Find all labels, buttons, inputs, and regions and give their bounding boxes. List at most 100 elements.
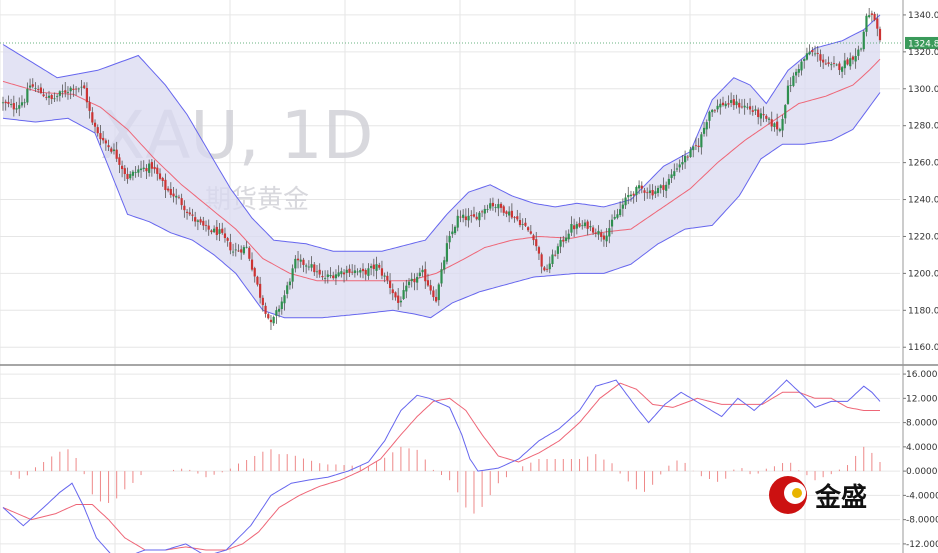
candle	[231, 243, 235, 257]
candle	[91, 107, 94, 125]
candle	[602, 232, 606, 247]
candle	[857, 45, 860, 61]
candle	[651, 184, 654, 200]
candle-body	[643, 190, 646, 193]
candle-body	[746, 106, 749, 108]
candle	[207, 219, 210, 236]
candle-body	[10, 104, 13, 105]
candle	[586, 219, 589, 236]
candle-body	[299, 259, 302, 262]
candle-body	[489, 203, 492, 209]
candle	[610, 214, 614, 235]
candle-body	[521, 224, 524, 225]
candle-body	[326, 274, 329, 278]
candle-body	[600, 232, 603, 237]
candle-body	[873, 13, 876, 21]
candle-body	[562, 239, 565, 242]
candle-body	[773, 123, 776, 128]
candle	[459, 210, 462, 223]
candle-body	[348, 268, 351, 273]
candle-body	[518, 219, 522, 226]
candle-body	[153, 166, 156, 170]
candle-body	[765, 115, 768, 119]
candle	[746, 102, 749, 110]
candle-body	[851, 56, 855, 60]
candle-body	[421, 269, 424, 273]
candle-body	[120, 165, 124, 170]
candle	[472, 206, 476, 218]
candle-body	[261, 297, 264, 306]
candle-body	[288, 281, 292, 286]
candle	[324, 270, 327, 284]
candle-body	[123, 168, 126, 175]
candle	[134, 166, 137, 178]
candle	[305, 263, 308, 274]
candle-body	[640, 185, 643, 189]
candle-body	[516, 216, 519, 220]
candle-body	[667, 178, 670, 185]
candle	[410, 272, 413, 288]
candle-body	[581, 225, 584, 227]
candle	[28, 78, 32, 91]
macd-tick-label: 8.0000	[906, 419, 938, 429]
candle	[218, 222, 221, 241]
candle	[640, 181, 643, 194]
candle-body	[226, 238, 229, 241]
candle-body	[537, 247, 541, 254]
candle-body	[405, 285, 408, 292]
candle-body	[854, 56, 857, 62]
candle	[61, 84, 64, 98]
candle-body	[207, 225, 210, 230]
candle-body	[291, 268, 294, 282]
candle	[765, 114, 768, 122]
candle-body	[462, 214, 465, 218]
candle-body	[294, 258, 297, 269]
candle	[169, 182, 172, 198]
candle-body	[370, 266, 373, 268]
candle	[556, 243, 559, 259]
candle-body	[53, 98, 56, 100]
candle-body	[231, 251, 235, 253]
candle	[286, 281, 289, 299]
candle-body	[751, 110, 754, 112]
candle	[443, 256, 446, 274]
candle-body	[229, 242, 232, 251]
candle-body	[784, 105, 787, 119]
candle-body	[437, 284, 440, 301]
candle-body	[391, 289, 394, 294]
candle	[589, 220, 592, 232]
candle-body	[107, 145, 110, 148]
candle-body	[481, 211, 484, 213]
candle-body	[77, 88, 80, 90]
candle-body	[172, 193, 175, 197]
candle	[434, 289, 438, 303]
candle	[213, 225, 216, 234]
candle-body	[610, 219, 614, 227]
candle-body	[659, 185, 662, 189]
candle-body	[334, 274, 338, 279]
candle-body	[407, 281, 411, 286]
candle	[31, 78, 34, 89]
candle-body	[724, 103, 727, 107]
candle-body	[242, 247, 246, 254]
candle	[372, 258, 375, 277]
candle-body	[781, 118, 784, 131]
candle	[416, 272, 419, 291]
candle-body	[535, 239, 538, 247]
brand-logo-coin-icon	[792, 488, 802, 498]
candle	[196, 219, 199, 231]
candle-body	[673, 171, 676, 177]
candle	[118, 153, 121, 174]
candle	[646, 187, 649, 199]
candle	[545, 264, 549, 273]
candle	[202, 216, 205, 231]
candle-body	[624, 197, 627, 206]
candle-body	[342, 272, 346, 275]
candle	[524, 217, 527, 227]
candle-body	[738, 102, 741, 108]
candle	[713, 108, 716, 114]
candle-body	[865, 15, 868, 32]
candle-body	[66, 91, 70, 93]
candle	[684, 150, 687, 169]
candle-body	[126, 173, 129, 179]
